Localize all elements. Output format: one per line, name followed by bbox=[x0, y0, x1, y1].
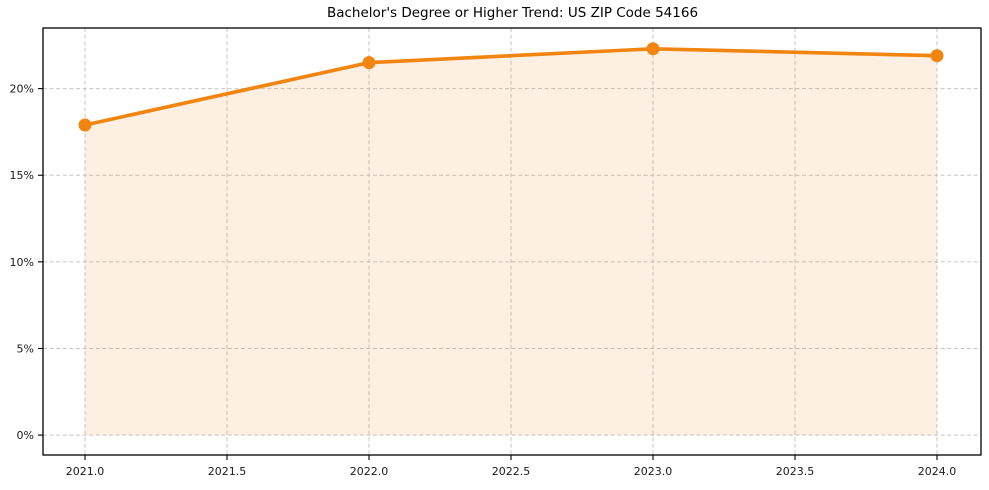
data-point-marker bbox=[646, 42, 660, 56]
data-point-marker bbox=[362, 56, 376, 70]
data-point-layer bbox=[78, 42, 944, 132]
y-tick-label: 0% bbox=[17, 429, 34, 442]
data-point-marker bbox=[930, 49, 944, 63]
trend-line-layer bbox=[83, 46, 939, 127]
x-tick-label: 2022.5 bbox=[492, 465, 531, 478]
x-tick-label: 2021.5 bbox=[208, 465, 247, 478]
x-tick-label: 2021.0 bbox=[66, 465, 105, 478]
y-tick-label: 5% bbox=[17, 342, 34, 355]
chart-title: Bachelor's Degree or Higher Trend: US ZI… bbox=[326, 5, 699, 21]
area-fill-layer bbox=[85, 48, 937, 436]
x-tick-label: 2023.5 bbox=[776, 465, 815, 478]
y-tick-label: 10% bbox=[10, 256, 34, 269]
grid-layer bbox=[43, 28, 981, 455]
y-tick-label: 20% bbox=[10, 83, 34, 96]
axis-layer: 2021.0 2021.5 2022.0 2022.5 2023.0 2023.5 2024… bbox=[10, 27, 982, 478]
area-fill bbox=[85, 48, 937, 436]
plot-border bbox=[42, 27, 982, 456]
trend-line bbox=[83, 46, 939, 127]
x-tick-label: 2022.0 bbox=[350, 465, 389, 478]
y-tick-label: 15% bbox=[10, 169, 34, 182]
x-tick-label: 2024.0 bbox=[918, 465, 957, 478]
x-tick-label: 2023.0 bbox=[634, 465, 673, 478]
data-point-marker bbox=[78, 118, 92, 132]
